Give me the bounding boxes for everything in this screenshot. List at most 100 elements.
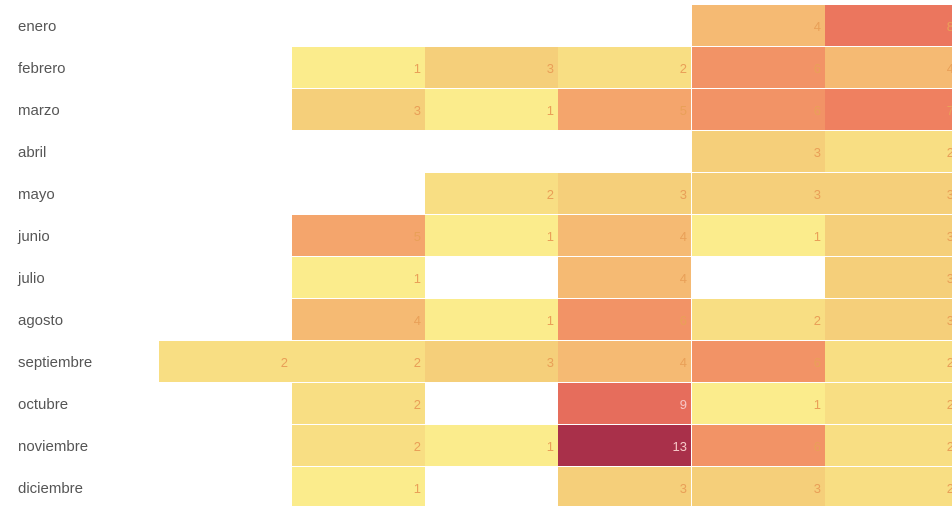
heatmap-cell: [159, 341, 292, 382]
heatmap-cell: [292, 89, 425, 130]
row-label-febrero: febrero: [18, 60, 66, 77]
heatmap-cell: [292, 341, 425, 382]
cell-value-label: 1: [414, 271, 421, 286]
cell-value-label: 4: [680, 229, 687, 244]
cell-value-label: 1: [414, 61, 421, 76]
heatmap-cell: [692, 467, 825, 506]
heatmap-cell: [425, 341, 558, 382]
cell-value-label: 2: [814, 313, 821, 328]
cell-value-label: 3: [414, 103, 421, 118]
heatmap-cell: [558, 89, 691, 130]
heatmap-cell: [825, 215, 952, 256]
cell-value-label: 3: [947, 271, 952, 286]
heatmap-cell: [692, 425, 825, 466]
heatmap-cell: [425, 47, 558, 88]
cell-value-label: 9: [680, 397, 687, 412]
cell-value-label: 3: [814, 481, 821, 496]
cell-value-label: 2: [947, 481, 952, 496]
cell-value-label: 4: [680, 355, 687, 370]
cell-value-label: 2: [680, 61, 687, 76]
heatmap-cell: [558, 299, 691, 340]
heatmap-cell: [558, 215, 691, 256]
cell-value-label: 4: [414, 313, 421, 328]
cell-value-label: 1: [814, 229, 821, 244]
heatmap-cell: [692, 299, 825, 340]
cell-value-label: 5: [680, 103, 687, 118]
heatmap-cell: [825, 131, 952, 172]
heatmap-cell: [558, 425, 691, 466]
heatmap-cell: [292, 47, 425, 88]
row-label-abril: abril: [18, 144, 46, 161]
heatmap-cell: [558, 173, 691, 214]
heatmap-cell: [425, 173, 558, 214]
heatmap-cell: [692, 47, 825, 88]
heatmap-cell: [425, 299, 558, 340]
cell-value-label: 5: [414, 229, 421, 244]
cell-value-label: 13: [673, 439, 687, 454]
heatmap-cell: [292, 299, 425, 340]
heatmap-cell: [558, 257, 691, 298]
cell-value-label: 3: [947, 313, 952, 328]
row-label-mayo: mayo: [18, 186, 55, 203]
cell-value-label: 6: [814, 61, 821, 76]
cell-value-label: 3: [680, 187, 687, 202]
cell-value-label: 1: [814, 397, 821, 412]
row-label-octubre: octubre: [18, 396, 68, 413]
heatmap-cell: [692, 89, 825, 130]
row-label-diciembre: diciembre: [18, 480, 83, 497]
heatmap-cell: [825, 467, 952, 506]
cell-value-label: 3: [947, 229, 952, 244]
row-label-noviembre: noviembre: [18, 438, 88, 455]
cell-value-label: 2: [414, 397, 421, 412]
cell-value-label: 2: [947, 355, 952, 370]
heatmap-cell: [825, 173, 952, 214]
cell-value-label: 6: [814, 103, 821, 118]
row-label-septiembre: septiembre: [18, 354, 92, 371]
cell-value-label: 3: [814, 187, 821, 202]
heatmap-cell: [692, 383, 825, 424]
cell-value-label: 4: [680, 271, 687, 286]
heatmap-cell: [692, 5, 825, 46]
heatmap-cell: [825, 341, 952, 382]
heatmap-cell: [292, 215, 425, 256]
heatmap-cell: [425, 89, 558, 130]
heatmap-cell: [692, 173, 825, 214]
heatmap-cell: [692, 131, 825, 172]
heatmap-cell: [825, 383, 952, 424]
cell-value-label: 1: [547, 103, 554, 118]
cell-value-label: 6: [680, 313, 687, 328]
cell-value-label: 3: [947, 187, 952, 202]
heatmap-cell: [825, 425, 952, 466]
row-label-junio: junio: [17, 228, 50, 245]
cell-value-label: 7: [947, 103, 952, 118]
heatmap-cell: [825, 5, 952, 46]
heatmap-cell: [825, 89, 952, 130]
heatmap-cell: [292, 383, 425, 424]
heatmap-cell: [558, 47, 691, 88]
cell-value-label: 2: [947, 397, 952, 412]
cell-value-label: 2: [414, 355, 421, 370]
cell-value-label: 6: [814, 355, 821, 370]
cell-value-label: 2: [947, 145, 952, 160]
cell-value-label: 2: [547, 187, 554, 202]
heatmap-cell: [825, 257, 952, 298]
cell-value-label: 3: [547, 355, 554, 370]
heatmap-cell: [292, 467, 425, 506]
cell-value-label: 2: [281, 355, 288, 370]
cell-value-label: 3: [680, 481, 687, 496]
cell-value-label: 6: [814, 439, 821, 454]
cell-value-label: 8: [947, 19, 952, 34]
row-label-marzo: marzo: [18, 102, 60, 119]
heatmap-cell: [558, 341, 691, 382]
cell-value-label: 2: [947, 439, 952, 454]
row-label-julio: julio: [17, 270, 45, 287]
heatmap-cell: [825, 299, 952, 340]
heatmap-cell: [825, 47, 952, 88]
cell-value-label: 4: [947, 61, 952, 76]
heatmap-cell: [425, 425, 558, 466]
row-label-enero: enero: [18, 18, 56, 35]
cell-value-label: 1: [547, 229, 554, 244]
heatmap-cell: [558, 383, 691, 424]
heatmap-cell: [292, 257, 425, 298]
